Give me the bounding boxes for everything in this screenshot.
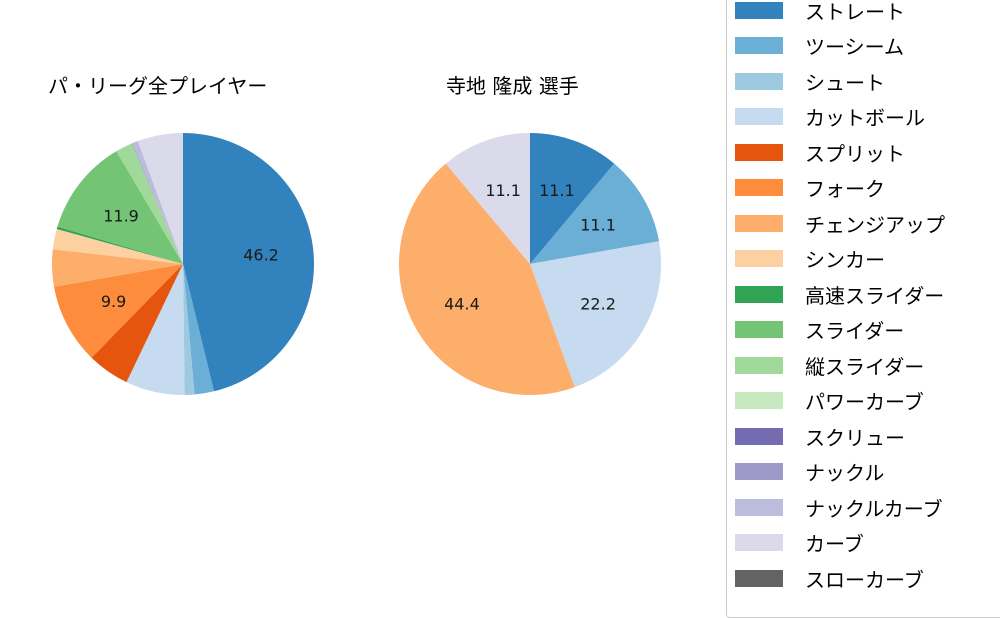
right-pie-title: 寺地 隆成 選手 (446, 74, 579, 98)
pie-slice (183, 264, 214, 395)
legend-item: チェンジアップ (735, 208, 945, 238)
legend-label: スクリュー (805, 425, 905, 450)
legend-swatch (735, 498, 783, 516)
pie-slice (530, 163, 660, 264)
pie-slice (51, 249, 183, 287)
pie-slice (137, 133, 183, 264)
slice-percent-label: 44.4 (444, 294, 480, 313)
legend-swatch (735, 108, 783, 125)
legend-item: スライダー (735, 315, 904, 345)
legend-item: シュート (735, 66, 885, 96)
slice-percent-label: 11.1 (580, 216, 616, 235)
legend-swatch (735, 285, 783, 303)
pie-slice (54, 264, 183, 358)
pie-slice (530, 241, 661, 388)
legend-swatch (735, 250, 783, 267)
slice-percent-label: 9.9 (101, 292, 126, 311)
legend-swatch (735, 72, 783, 90)
pie-slice (399, 163, 575, 395)
legend-label: フォーク (805, 177, 885, 201)
legend-label: パワーカーブ (805, 390, 924, 414)
pie-slice (183, 264, 195, 395)
pie-slice (126, 264, 185, 395)
legend-item: スクリュー (735, 421, 905, 451)
legend-swatch (735, 534, 783, 551)
legend-swatch (735, 427, 783, 445)
legend-item: フォーク (735, 173, 885, 203)
player-pie-chart: 11.1 11.1 22.2 44.4 11.1 (399, 133, 661, 395)
legend-item: ストレート (735, 0, 905, 25)
legend-swatch (735, 569, 783, 587)
pie-slice (116, 143, 183, 264)
legend-item: スプリット (735, 137, 905, 167)
legend-item: ナックル (735, 457, 884, 487)
legend-label: ナックルカーブ (805, 496, 943, 521)
left-pie-title: パ・リーグ全プレイヤー (48, 74, 268, 98)
pie-slice (52, 229, 183, 264)
legend-item: パワーカーブ (735, 386, 924, 416)
legend-label: スローカーブ (805, 567, 924, 592)
legend-swatch (735, 463, 783, 480)
legend-label: 高速スライダー (805, 283, 945, 308)
legend-label: チェンジアップ (805, 212, 945, 237)
legend-item: シンカー (735, 244, 885, 274)
slice-percent-label: 11.9 (103, 207, 139, 226)
legend-swatch (735, 179, 783, 196)
legend-label: スプリット (805, 141, 905, 166)
legend-swatch (735, 392, 783, 409)
legend-item: 縦スライダー (735, 350, 924, 380)
legend-swatch (735, 143, 783, 161)
pie-slice (91, 264, 183, 383)
legend-label: ストレート (805, 0, 905, 24)
legend-item: カーブ (735, 528, 864, 558)
legend-label: ナックル (805, 461, 885, 485)
legend-label: カーブ (805, 532, 864, 556)
legend-swatch (735, 321, 783, 338)
legend-item: ナックルカーブ (735, 492, 943, 522)
legend-label: シンカー (805, 248, 885, 272)
legend-label: ツーシーム (805, 35, 904, 59)
league-pie-chart: 46.2 9.9 11.9 (51, 133, 314, 395)
pie-slice (132, 141, 183, 264)
pie-slice (57, 151, 183, 264)
pie-slice (445, 133, 530, 264)
legend-item: スローカーブ (735, 563, 924, 593)
legend-label: スライダー (805, 319, 905, 343)
legend-item: カットボール (735, 102, 925, 132)
legend-label: カットボール (805, 106, 925, 130)
legend-swatch (735, 37, 783, 54)
legend-swatch (735, 356, 783, 374)
legend-swatch (735, 214, 783, 232)
legend-item: ツーシーム (735, 31, 904, 61)
slice-percent-label: 11.1 (485, 181, 521, 200)
pie-slice (183, 133, 314, 392)
legend-item: 高速スライダー (735, 279, 944, 309)
legend: ストレートツーシームシュートカットボール スプリットフォークチェンジアップ シンカー… (726, 0, 1000, 618)
pie-slice (56, 226, 183, 264)
legend-swatch (735, 1, 783, 19)
legend-label: 縦スライダー (805, 354, 925, 379)
slice-percent-label: 22.2 (580, 294, 616, 313)
slice-percent-label: 46.2 (243, 246, 279, 265)
legend-label: シュート (805, 70, 885, 95)
pie-slice (131, 143, 183, 264)
pie-slice (530, 133, 615, 264)
slice-percent-label: 11.1 (539, 181, 575, 200)
